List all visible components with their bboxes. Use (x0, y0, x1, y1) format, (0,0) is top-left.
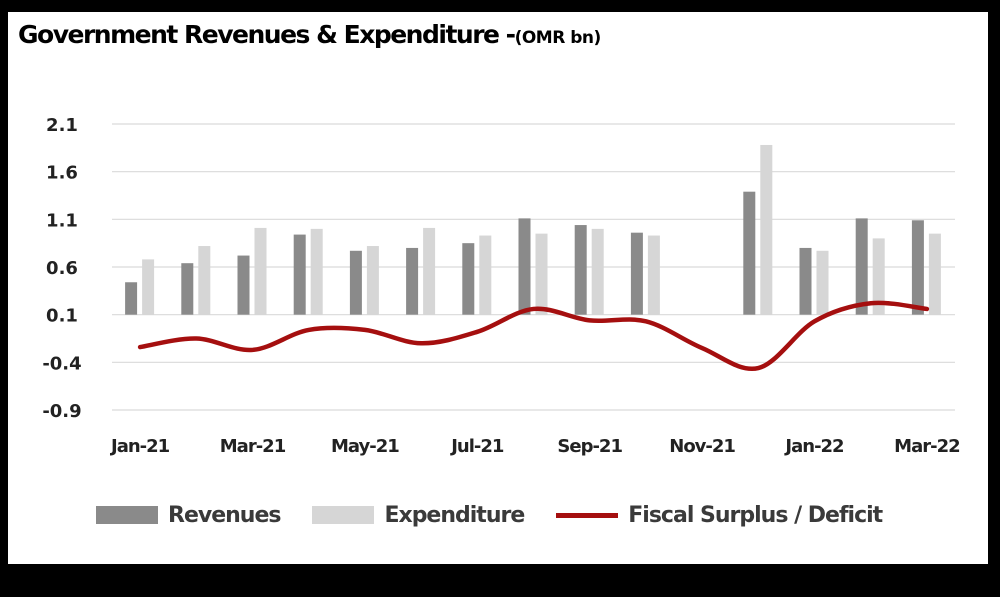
bar-expenditure (198, 246, 211, 315)
bar-revenues (349, 250, 362, 315)
bar-expenditure (928, 233, 941, 315)
chart-legend: Revenues Expenditure Fiscal Surplus / De… (96, 500, 914, 530)
y-tick-label: 1.1 (46, 210, 78, 231)
bar-expenditure (254, 227, 267, 315)
bar-expenditure (535, 233, 548, 315)
bar-revenues (743, 191, 756, 315)
bar-revenues (574, 225, 587, 315)
x-tick-label: Mar-21 (220, 436, 286, 457)
legend-swatch-balance (556, 512, 619, 518)
bar-revenues (125, 282, 138, 315)
bar-expenditure (591, 228, 604, 315)
bar-expenditure (142, 259, 155, 315)
x-tick-label: Mar-22 (894, 436, 959, 457)
legend-item-revenues: Revenues (96, 502, 281, 528)
legend-swatch-revenues (96, 506, 158, 524)
bar-expenditure (479, 235, 492, 315)
y-tick-label: 1.6 (46, 163, 78, 184)
bar-expenditure (423, 227, 436, 315)
x-tick-label: Jul-21 (449, 436, 504, 457)
chart-title-unit: (OMR bn) (514, 28, 602, 48)
chart-title: Government Revenues & Expenditure -(OMR … (18, 20, 601, 49)
y-tick-label: -0.9 (42, 401, 81, 422)
x-tick-label: May-21 (331, 436, 399, 457)
bar-revenues (855, 218, 868, 315)
x-tick-label: Nov-21 (669, 436, 735, 457)
bar-expenditure (366, 246, 379, 315)
legend-swatch-expenditure (312, 506, 375, 524)
legend-item-expenditure: Expenditure (312, 502, 525, 528)
bar-revenues (518, 218, 531, 315)
bar-revenues (799, 247, 812, 315)
x-tick-label: Jan-22 (783, 436, 843, 457)
x-tick-label: Jan-21 (109, 436, 170, 457)
y-tick-label: 0.1 (46, 306, 78, 327)
legend-label-expenditure: Expenditure (384, 502, 525, 528)
bar-revenues (911, 220, 924, 315)
bar-expenditure (310, 228, 323, 315)
line-fiscal-balance (137, 300, 930, 372)
bar-revenues (406, 247, 419, 315)
bar-revenues (462, 243, 475, 315)
legend-label-balance: Fiscal Surplus / Deficit (628, 502, 883, 528)
y-tick-label: 0.6 (46, 258, 78, 279)
y-tick-label: -0.4 (42, 353, 81, 374)
bar-revenues (237, 255, 250, 315)
bar-revenues (181, 263, 194, 315)
chart-title-main: Government Revenues & Expenditure - (18, 20, 516, 49)
bar-revenues (630, 232, 643, 315)
legend-label-revenues: Revenues (168, 502, 281, 528)
y-tick-label: 2.1 (46, 115, 78, 136)
bar-expenditure (647, 235, 660, 315)
bar-expenditure (760, 144, 773, 315)
legend-item-balance: Fiscal Surplus / Deficit (556, 502, 883, 528)
bar-revenues (293, 234, 306, 315)
x-tick-label: Sep-21 (557, 436, 622, 457)
bar-expenditure (872, 238, 885, 315)
bar-expenditure (816, 250, 829, 315)
